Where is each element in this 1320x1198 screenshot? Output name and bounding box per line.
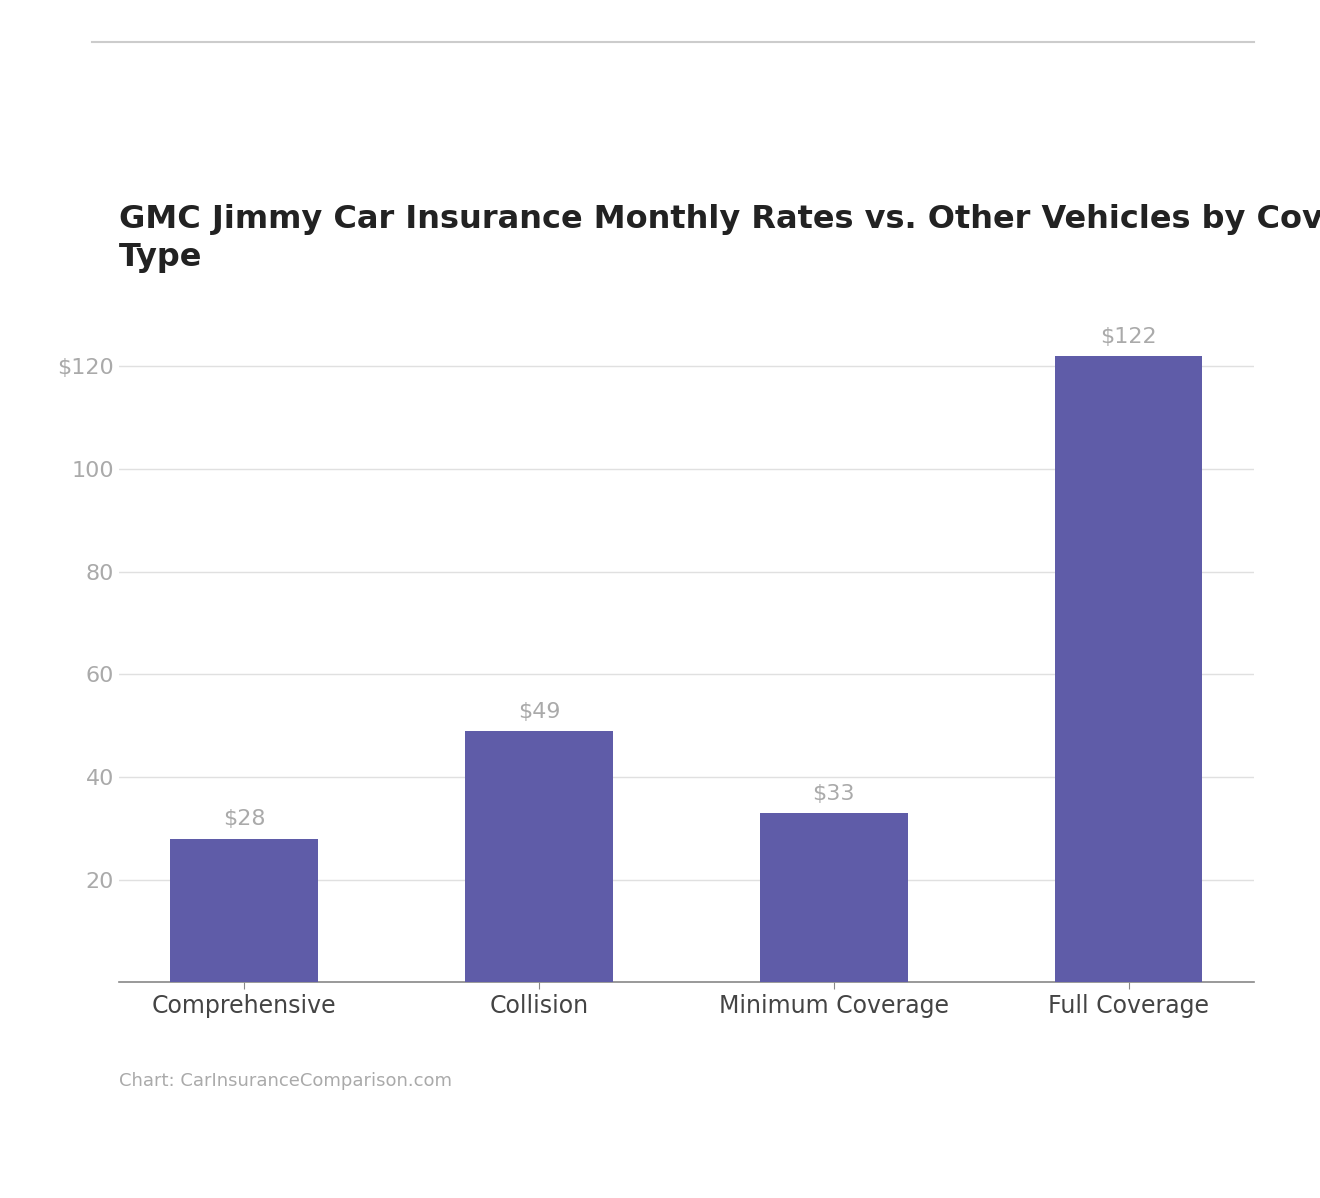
Bar (465, 731, 612, 982)
Text: Chart: CarInsuranceComparison.com: Chart: CarInsuranceComparison.com (119, 1072, 451, 1090)
Text: $49: $49 (517, 702, 560, 721)
Bar (170, 839, 318, 982)
Text: $122: $122 (1101, 327, 1158, 346)
Text: GMC Jimmy Car Insurance Monthly Rates vs. Other Vehicles by Coverage
Type: GMC Jimmy Car Insurance Monthly Rates vs… (119, 204, 1320, 273)
Bar (760, 813, 908, 982)
Text: $33: $33 (813, 783, 855, 804)
Bar (1055, 356, 1203, 982)
Text: $28: $28 (223, 810, 265, 829)
